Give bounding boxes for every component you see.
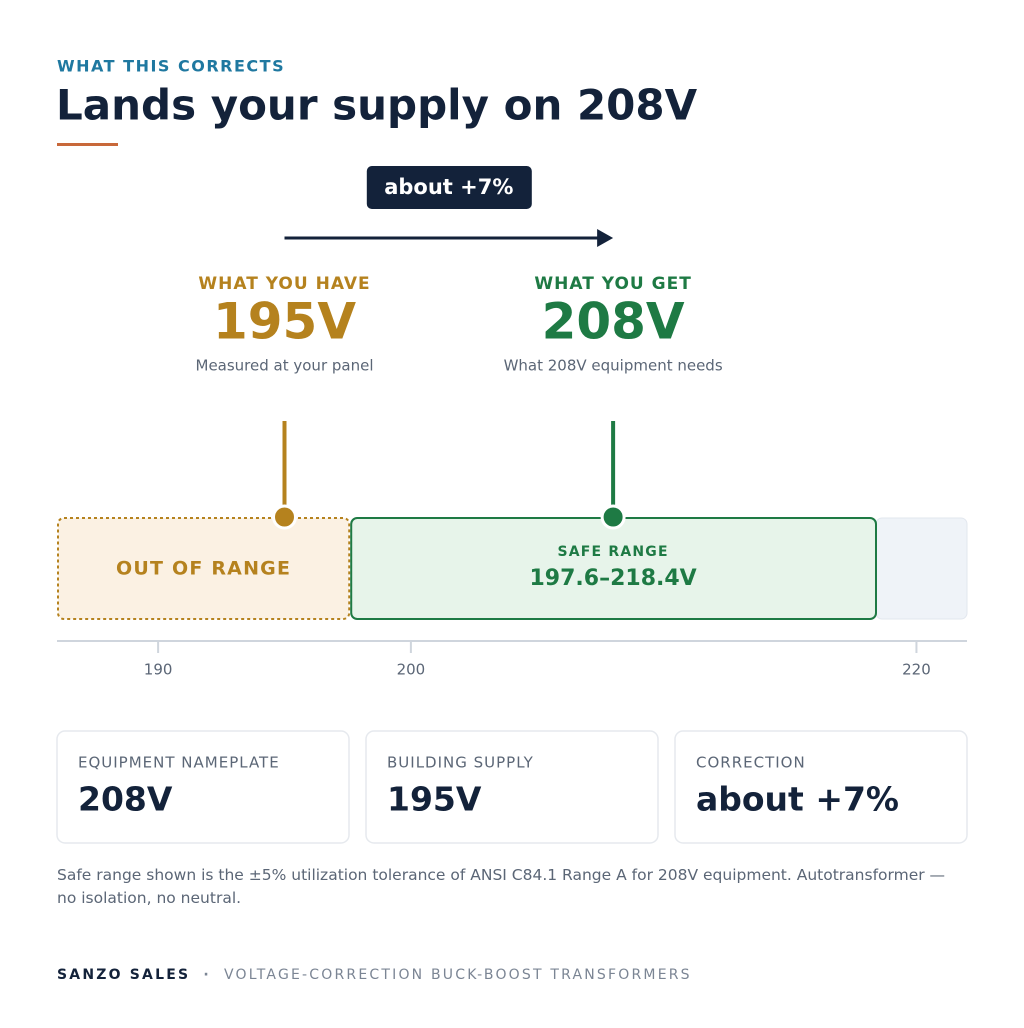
tick-label: 220 (902, 661, 931, 679)
card-value: 195V (387, 780, 482, 819)
eyebrow: WHAT THIS CORRECTS (57, 57, 285, 76)
beyond-range (875, 517, 968, 620)
get-label: WHAT YOU GET (534, 274, 691, 294)
have-value: 195V (213, 293, 356, 351)
get-note: What 208V equipment needs (504, 357, 723, 375)
footer-brand: SANZO SALES (57, 967, 190, 983)
get-value: 208V (542, 293, 685, 351)
card-label: BUILDING SUPPLY (387, 754, 534, 772)
out-of-range-label: OUT OF RANGE (116, 558, 291, 580)
have-marker-dot (272, 504, 297, 530)
badge-box (366, 166, 532, 209)
tick-label: 200 (397, 661, 426, 679)
card (365, 730, 659, 844)
card-label: CORRECTION (696, 754, 806, 772)
card-value: 208V (78, 780, 173, 819)
footer-separator: · (203, 967, 211, 983)
footnote: Safe range shown is the ±5% utilization … (57, 866, 946, 907)
title: Lands your supply on 208V (56, 81, 698, 130)
safe-range-label: SAFE RANGE (557, 544, 668, 560)
out-of-range-box (57, 517, 351, 620)
footnote-box: Safe range shown is the ±5% utilization … (57, 866, 946, 907)
footer-tagline: VOLTAGE-CORRECTION BUCK-BOOST TRANSFORME… (224, 967, 692, 983)
card-label: EQUIPMENT NAMEPLATE (78, 754, 280, 772)
safe-range-value: 197.6–218.4V (530, 566, 697, 591)
arrow-head (597, 229, 614, 247)
card (674, 730, 968, 844)
get-marker-dot (600, 504, 626, 530)
badge: about +7% (384, 175, 513, 199)
footer: SANZO SALES · VOLTAGE-CORRECTION BUCK-BO… (57, 967, 692, 983)
tick-label: 190 (144, 661, 173, 679)
have-note: Measured at your panel (196, 357, 374, 375)
card (56, 730, 350, 844)
card-value: about +7% (696, 780, 899, 819)
have-label: WHAT YOU HAVE (198, 274, 370, 294)
title-underline (57, 143, 118, 146)
